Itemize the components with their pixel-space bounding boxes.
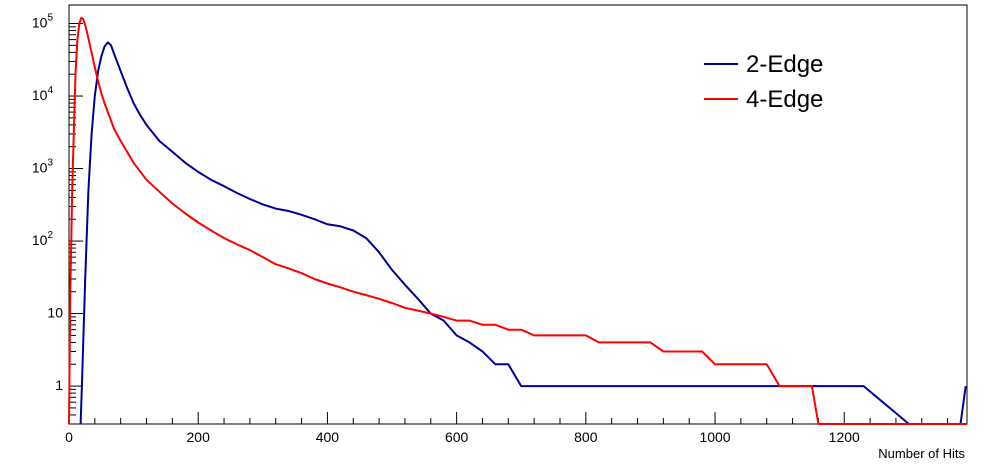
x-tick-label: 400 [316,429,340,445]
series-layer [68,16,967,425]
y-tick-exponent: 2 [47,230,53,241]
y-tick-label: 102 [32,230,54,248]
y-tick-exponent: 5 [47,13,53,24]
x-tick-label: 0 [65,429,73,445]
plot-frame [68,4,968,425]
x-tick-label: 800 [574,429,598,445]
x-axis-title: Number of Hits [878,446,965,461]
x-axis-ticks: 0 200 400 600 800 1000 1200 [65,412,949,445]
x-tick-label: 200 [187,429,211,445]
legend: 2-Edge 4-Edge [704,51,823,113]
x-tick-label: 600 [445,429,469,445]
x-tick-label: 1200 [829,429,860,445]
legend-label-1: 4-Edge [746,86,823,113]
y-tick-exponent: 3 [47,158,53,169]
y-tick-label: 104 [32,85,54,103]
y-tick-label: 10 [47,305,63,321]
series-line-0 [79,41,967,425]
y-tick-label: 103 [32,158,54,176]
y-tick-label: 1 [55,377,63,393]
y-tick-label: 105 [32,13,54,31]
legend-label-0: 2-Edge [746,51,823,78]
x-tick-label: 1000 [699,429,730,445]
y-tick-exponent: 4 [47,85,53,96]
series-line-1 [68,16,967,425]
